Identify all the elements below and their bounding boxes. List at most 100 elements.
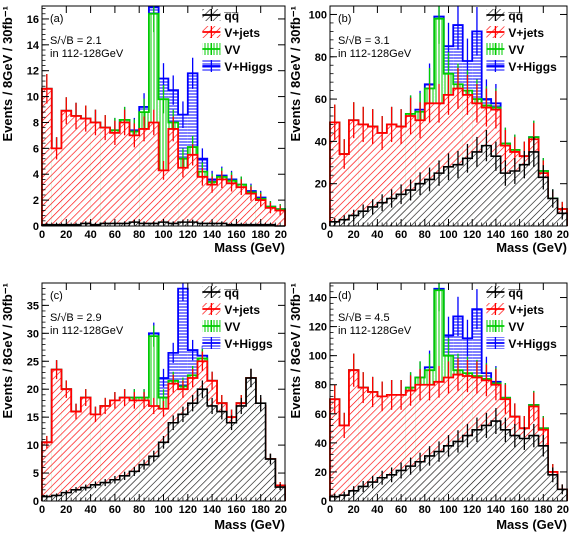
legend-label: V+jets: [508, 303, 544, 317]
legend-label: q̅q̅: [224, 9, 239, 23]
bar-qq: [548, 198, 558, 226]
bar-vjets: [330, 122, 340, 226]
x-tick-label: 60: [395, 229, 407, 241]
bar-vjets: [80, 397, 91, 501]
bar-qq: [453, 441, 463, 501]
bar-vjets: [110, 132, 120, 226]
x-tick-label: 0: [39, 229, 45, 241]
bar-qq: [100, 482, 111, 501]
bar-vjets: [61, 389, 72, 501]
annotation-ratio: S/√B = 2.1: [50, 35, 102, 47]
x-axis-label: Mass (GeV): [214, 517, 285, 532]
bar-qq: [548, 474, 558, 501]
legend-label: V+jets: [224, 303, 260, 317]
bar-qq: [396, 470, 406, 501]
legend-label: q̅q̅: [508, 9, 523, 23]
x-axis-label: Mass (GeV): [496, 240, 567, 255]
bar-vjets: [110, 400, 120, 501]
legend-entry-qq: q̅q̅: [486, 9, 523, 23]
legend-entry-qq: q̅q̅: [202, 9, 239, 23]
bar-vjets: [119, 397, 130, 501]
legend-label: V+jets: [508, 26, 544, 40]
bar-qq: [358, 211, 368, 226]
annotation-range: in 112-128GeV: [338, 48, 412, 60]
x-tick-label: 40: [84, 229, 96, 241]
x-tick-label: 140: [487, 504, 505, 516]
bar-qq: [148, 456, 159, 501]
bar-vjets: [197, 176, 208, 226]
bar-qq: [415, 461, 425, 501]
legend-label: q̅q̅: [508, 286, 523, 300]
x-axis-label: Mass (GeV): [496, 517, 567, 532]
bar-qq: [510, 435, 520, 501]
bar-qq: [187, 403, 198, 501]
x-tick-label: 20: [275, 229, 287, 241]
x-tick-label: 80: [133, 229, 145, 241]
legend-entry-vv: VV: [202, 43, 240, 57]
bar-vjets: [367, 126, 378, 226]
chart-panel-1: 0 20 40 60 80 100 120 140 160 180 200246810121416M…: [0, 5, 287, 255]
bar-vjets: [348, 120, 359, 226]
x-axis-label: Mass (GeV): [214, 240, 285, 255]
bar-vjets: [358, 387, 368, 501]
bar-vjets: [236, 187, 247, 226]
bar-qq: [472, 429, 482, 501]
bar-vjets: [100, 127, 111, 226]
bar-qq: [236, 405, 247, 501]
bar-vjets: [330, 399, 340, 501]
bar-qq: [424, 179, 435, 226]
annotation-range: in 112-128GeV: [338, 325, 412, 337]
bar-qq: [462, 158, 473, 226]
bar-vjets: [377, 396, 387, 501]
bar-qq: [519, 164, 530, 226]
bar-qq: [197, 389, 208, 501]
x-tick-label: 140: [487, 229, 505, 241]
x-tick-label: 20: [557, 229, 569, 241]
legend-label: V+Higgs: [224, 337, 273, 351]
bar-vjets: [139, 128, 149, 226]
y-tick-label: 30: [27, 328, 39, 340]
bar-qq: [415, 183, 425, 226]
x-tick-label: 160: [510, 229, 528, 241]
bar-qq: [377, 202, 387, 226]
bar-qq: [453, 164, 463, 226]
y-tick-label: 15: [27, 412, 39, 424]
legend-entry-qq: q̅q̅: [202, 286, 239, 300]
legend-entry-vhiggs: V+Higgs: [486, 60, 557, 74]
y-tick-label: 140: [309, 293, 327, 305]
legend-entry-vjets: V+jets: [486, 26, 544, 40]
x-tick-label: 180: [534, 504, 552, 516]
x-tick-label: 120: [463, 229, 481, 241]
y-tick-label: 16: [27, 14, 39, 26]
y-tick-label: 4: [33, 169, 40, 181]
bar-qq: [255, 403, 266, 501]
legend-entry-vv: VV: [486, 43, 524, 57]
x-tick-label: 80: [419, 229, 431, 241]
bar-qq: [405, 190, 416, 226]
bar-vjets: [42, 442, 52, 501]
bar-qq: [510, 171, 520, 226]
x-tick-label: 160: [227, 229, 245, 241]
y-tick-label: 20: [315, 179, 327, 191]
bar-vjets: [139, 400, 149, 501]
bar-vjets: [367, 392, 378, 501]
x-tick-label: 180: [252, 504, 270, 516]
bar-qq: [216, 411, 227, 501]
annotation-ratio: S/√B = 2.9: [50, 312, 102, 324]
bar-qq: [538, 445, 549, 501]
bar-vjets: [246, 193, 256, 226]
panel-label: (c): [50, 290, 63, 302]
bar-qq: [424, 455, 435, 501]
series-vjets: [41, 74, 286, 226]
bar-vjets: [415, 384, 425, 501]
x-tick-label: 20: [348, 229, 360, 241]
bar-qq: [557, 489, 567, 501]
bar-qq: [462, 435, 473, 501]
bar-vjets: [386, 394, 397, 501]
x-tick-label: 60: [109, 504, 121, 516]
annotation-range: in 112-128GeV: [50, 325, 124, 337]
bar-vjets: [178, 167, 188, 226]
bar-vjets: [71, 411, 81, 501]
bar-qq: [265, 459, 276, 501]
